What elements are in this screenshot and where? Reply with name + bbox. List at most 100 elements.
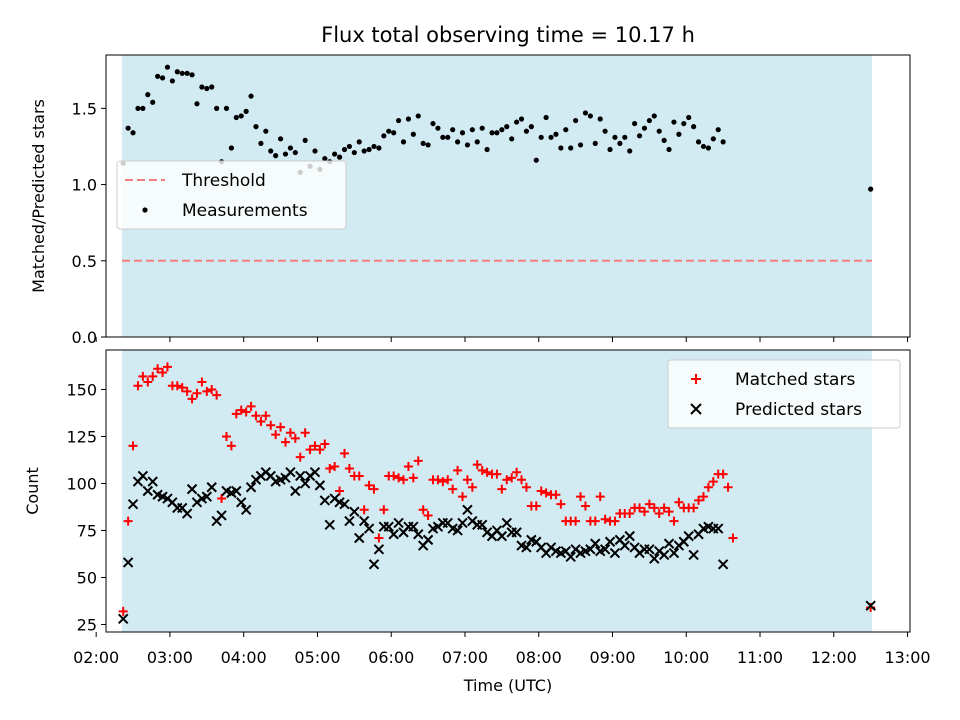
predicted-star-point xyxy=(496,530,508,542)
measurement-point xyxy=(351,149,357,156)
measurement-point xyxy=(553,131,559,137)
measurement-point xyxy=(587,113,593,119)
predicted-star-point xyxy=(216,510,227,521)
matched-star-point xyxy=(261,411,271,421)
measurement-point xyxy=(700,143,707,150)
measurement-point xyxy=(509,136,515,142)
measurement-point xyxy=(159,75,166,81)
matched-star-point xyxy=(708,477,718,487)
predicted-star-point xyxy=(393,517,404,529)
matched-star-point xyxy=(153,364,163,374)
ratio-panel: 0.0 0.5 1.0 1.5 Matched/Predicted stars Thres… xyxy=(29,54,911,347)
axes-frame xyxy=(105,349,911,633)
matched-star-point xyxy=(600,514,610,524)
measurement-point xyxy=(617,140,623,147)
x-tick-label: 10:00 xyxy=(663,648,709,667)
measurement-point xyxy=(243,108,249,114)
predicted-star-point xyxy=(462,504,473,516)
predicted-star-point xyxy=(137,470,149,482)
predicted-star-point xyxy=(476,519,488,531)
measurement-point xyxy=(140,105,146,111)
x-tick-label: 06:00 xyxy=(368,648,414,667)
matched-star-point xyxy=(423,510,433,520)
measurement-point xyxy=(410,131,416,137)
matched-star-point xyxy=(133,381,143,391)
matched-star-point xyxy=(728,533,738,543)
measurement-point xyxy=(671,119,677,125)
matched-star-point xyxy=(541,488,551,498)
predicted-star-point xyxy=(118,613,129,625)
matched-star-point xyxy=(462,475,472,485)
y-tick-label: 100 xyxy=(66,474,97,493)
predicted-star-point xyxy=(413,529,424,540)
measurement-point xyxy=(199,84,205,90)
matched-star-point xyxy=(482,467,492,477)
matched-star-point xyxy=(448,484,458,494)
matched-star-point xyxy=(276,422,286,432)
measurement-point xyxy=(715,127,721,133)
matched-star-point xyxy=(472,460,482,470)
y-tick-label: 25 xyxy=(77,615,97,634)
measurement-point xyxy=(228,145,234,151)
predicted-star-point xyxy=(388,529,399,540)
measurement-point xyxy=(695,139,702,145)
measurement-point xyxy=(214,105,220,111)
matched-star-point xyxy=(172,381,182,391)
predicted-star-point xyxy=(717,559,729,570)
predicted-star-point xyxy=(501,517,512,529)
matched-star-point xyxy=(236,405,246,415)
measurement-point xyxy=(646,117,652,124)
measurement-point xyxy=(189,72,195,78)
predicted-star-point xyxy=(290,485,301,497)
measurement-point xyxy=(322,156,328,162)
measurement-point xyxy=(209,84,215,90)
legend: Threshold Measurements xyxy=(116,160,347,230)
measurement-point xyxy=(346,143,353,150)
matched-star-point xyxy=(202,386,212,396)
measurement-point xyxy=(656,128,662,134)
measurement-point xyxy=(548,134,554,140)
matched-star-point xyxy=(394,473,404,483)
measurement-point xyxy=(386,128,392,134)
predicted-star-point xyxy=(619,540,630,551)
measurement-point xyxy=(636,133,643,139)
legend-label: Threshold xyxy=(181,171,266,191)
chart-title: Flux total observing time = 10.17 h xyxy=(321,23,695,47)
measurement-point xyxy=(720,139,726,145)
y-tick-label: 150 xyxy=(66,380,97,399)
measurement-point xyxy=(169,78,175,84)
measurement-point xyxy=(592,140,598,147)
matched-star-point xyxy=(694,495,704,505)
axes-frame xyxy=(105,54,911,338)
measurement-point xyxy=(361,148,367,154)
matched-star-point xyxy=(271,430,281,440)
matched-star-point xyxy=(339,448,349,458)
matched-star-point xyxy=(517,475,527,485)
matched-star-point xyxy=(369,484,379,494)
predicted-star-point xyxy=(368,559,380,570)
predicted-star-point xyxy=(309,466,321,478)
matched-star-point xyxy=(512,467,522,477)
measurement-point xyxy=(533,157,539,163)
measurement-point xyxy=(150,99,156,105)
legend-measurement-swatch xyxy=(142,207,148,213)
matched-star-point xyxy=(330,462,340,472)
matched-star-point xyxy=(212,390,222,400)
measurement-point xyxy=(268,148,274,154)
matched-star-point xyxy=(162,362,172,372)
measurement-point xyxy=(651,113,657,119)
measurement-point xyxy=(391,130,397,136)
matched-star-point xyxy=(374,533,384,543)
measurement-point xyxy=(612,134,618,140)
measurement-point xyxy=(558,145,564,151)
predicted-star-point xyxy=(565,551,576,563)
matched-star-point xyxy=(344,463,354,473)
predicted-star-point xyxy=(713,523,724,534)
matched-star-point xyxy=(290,433,300,443)
matched-star-point xyxy=(467,482,477,492)
matched-star-point xyxy=(458,492,468,502)
predicted-star-point xyxy=(186,483,198,495)
measurement-point xyxy=(395,117,402,124)
y-tick-label: 125 xyxy=(66,427,97,446)
